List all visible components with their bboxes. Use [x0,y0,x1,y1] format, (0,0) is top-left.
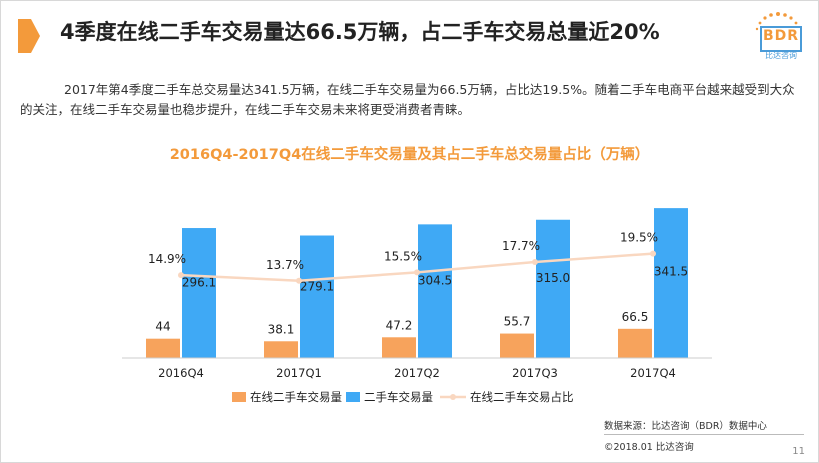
logo-box [760,26,802,52]
legend-label-total: 二手车交易量 [364,390,433,404]
logo-ring-icon [755,12,801,31]
bar-online-2016Q4 [146,338,180,358]
legend-label-ratio: 在线二手车交易占比 [470,390,574,404]
bar-label-online-2016Q4: 44 [155,320,170,334]
page-number: 11 [792,446,805,457]
x-tick-label-2017Q2: 2017Q2 [394,366,440,380]
line-point-2017Q3 [532,259,538,266]
line-point-2017Q1 [296,277,302,284]
bar-online-2017Q1 [264,341,298,358]
page-title: 4季度在线二手车交易量达66.5万辆，占二手车交易总量近20% [60,20,660,44]
bar-label-online-2017Q4: 66.5 [622,310,649,324]
line-label-2016Q4: 14.9% [148,252,186,266]
bar-total-2016Q4 [182,228,216,358]
description-paragraph: 2017年第4季度二手车总交易量达341.5万辆，在线二手车交易量为66.5万辆… [20,82,795,117]
bar-label-online-2017Q2: 47.2 [386,318,413,332]
bar-label-total-2017Q2: 304.5 [418,273,452,287]
logo-text: BDR [762,28,800,44]
bar-label-online-2017Q3: 55.7 [504,315,531,329]
legend-swatch-total [346,392,360,402]
copyright: ©2018.01 比达咨询 [604,442,694,453]
line-label-2017Q1: 13.7% [266,258,304,272]
line-label-2017Q4: 19.5% [620,231,658,245]
bar-total-2017Q1 [300,235,334,358]
line-point-2017Q2 [414,269,420,276]
bar-online-2017Q3 [500,333,534,358]
x-tick-label-2017Q1: 2017Q1 [276,366,322,380]
bar-label-total-2016Q4: 296.1 [182,276,216,290]
logo-subtext: 比达咨询 [765,51,797,60]
bar-total-2017Q2 [418,224,452,358]
bdr-logo: BDR 比达咨询 [748,8,808,62]
chart-title: 2016Q4-2017Q4在线二手车交易量及其占二手车总交易量占比（万辆） [169,147,650,163]
footer-divider [604,434,804,435]
line-label-2017Q2: 15.5% [384,249,422,263]
bar-label-total-2017Q4: 341.5 [654,265,688,279]
x-tick-label-2016Q4: 2016Q4 [158,366,204,380]
bar-total-2017Q4 [654,208,688,358]
bar-label-online-2017Q1: 38.1 [268,322,295,336]
bar-label-total-2017Q1: 279.1 [300,280,334,294]
bar-total-2017Q3 [536,219,570,358]
legend-swatch-ratio-point [450,394,456,400]
line-point-2017Q4 [650,250,656,257]
data-source: 数据来源：比达咨询（BDR）数据中心 [604,421,767,432]
x-tick-label-2017Q3: 2017Q3 [512,366,558,380]
legend-swatch-online [232,392,246,402]
line-label-2017Q3: 17.7% [502,239,540,253]
title-marker-icon [18,19,40,53]
line-point-2016Q4 [178,272,184,279]
bar-label-total-2017Q3: 315.0 [536,271,570,285]
x-tick-label-2017Q4: 2017Q4 [630,366,676,380]
bar-online-2017Q4 [618,328,652,358]
bar-online-2017Q2 [382,337,416,358]
legend-label-online: 在线二手车交易量 [250,390,342,404]
